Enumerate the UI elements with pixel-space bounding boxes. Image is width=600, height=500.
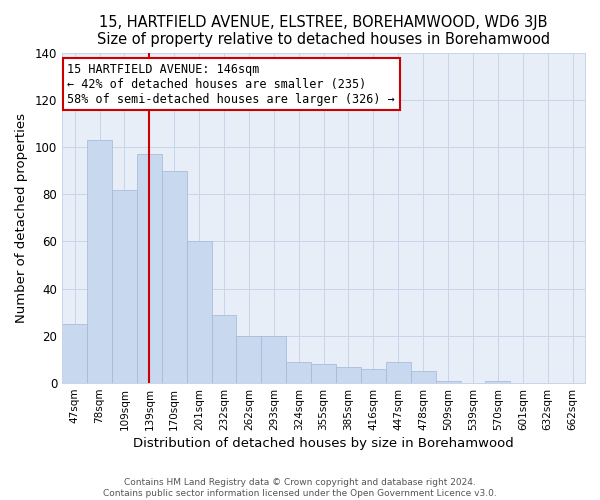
Bar bbox=[262, 336, 286, 383]
Bar bbox=[411, 372, 436, 383]
Y-axis label: Number of detached properties: Number of detached properties bbox=[15, 113, 28, 323]
Text: Contains HM Land Registry data © Crown copyright and database right 2024.
Contai: Contains HM Land Registry data © Crown c… bbox=[103, 478, 497, 498]
Bar bbox=[436, 380, 461, 383]
Bar bbox=[236, 336, 262, 383]
Bar bbox=[162, 170, 187, 383]
Bar bbox=[336, 366, 361, 383]
Bar bbox=[212, 314, 236, 383]
Bar bbox=[187, 242, 212, 383]
Bar bbox=[386, 362, 411, 383]
Bar bbox=[112, 190, 137, 383]
Bar bbox=[87, 140, 112, 383]
Bar bbox=[311, 364, 336, 383]
Text: 15 HARTFIELD AVENUE: 146sqm
← 42% of detached houses are smaller (235)
58% of se: 15 HARTFIELD AVENUE: 146sqm ← 42% of det… bbox=[67, 62, 395, 106]
Bar bbox=[361, 369, 386, 383]
Bar bbox=[485, 380, 511, 383]
Bar bbox=[62, 324, 87, 383]
Title: 15, HARTFIELD AVENUE, ELSTREE, BOREHAMWOOD, WD6 3JB
Size of property relative to: 15, HARTFIELD AVENUE, ELSTREE, BOREHAMWO… bbox=[97, 15, 550, 48]
Bar bbox=[137, 154, 162, 383]
Bar bbox=[286, 362, 311, 383]
X-axis label: Distribution of detached houses by size in Borehamwood: Distribution of detached houses by size … bbox=[133, 437, 514, 450]
